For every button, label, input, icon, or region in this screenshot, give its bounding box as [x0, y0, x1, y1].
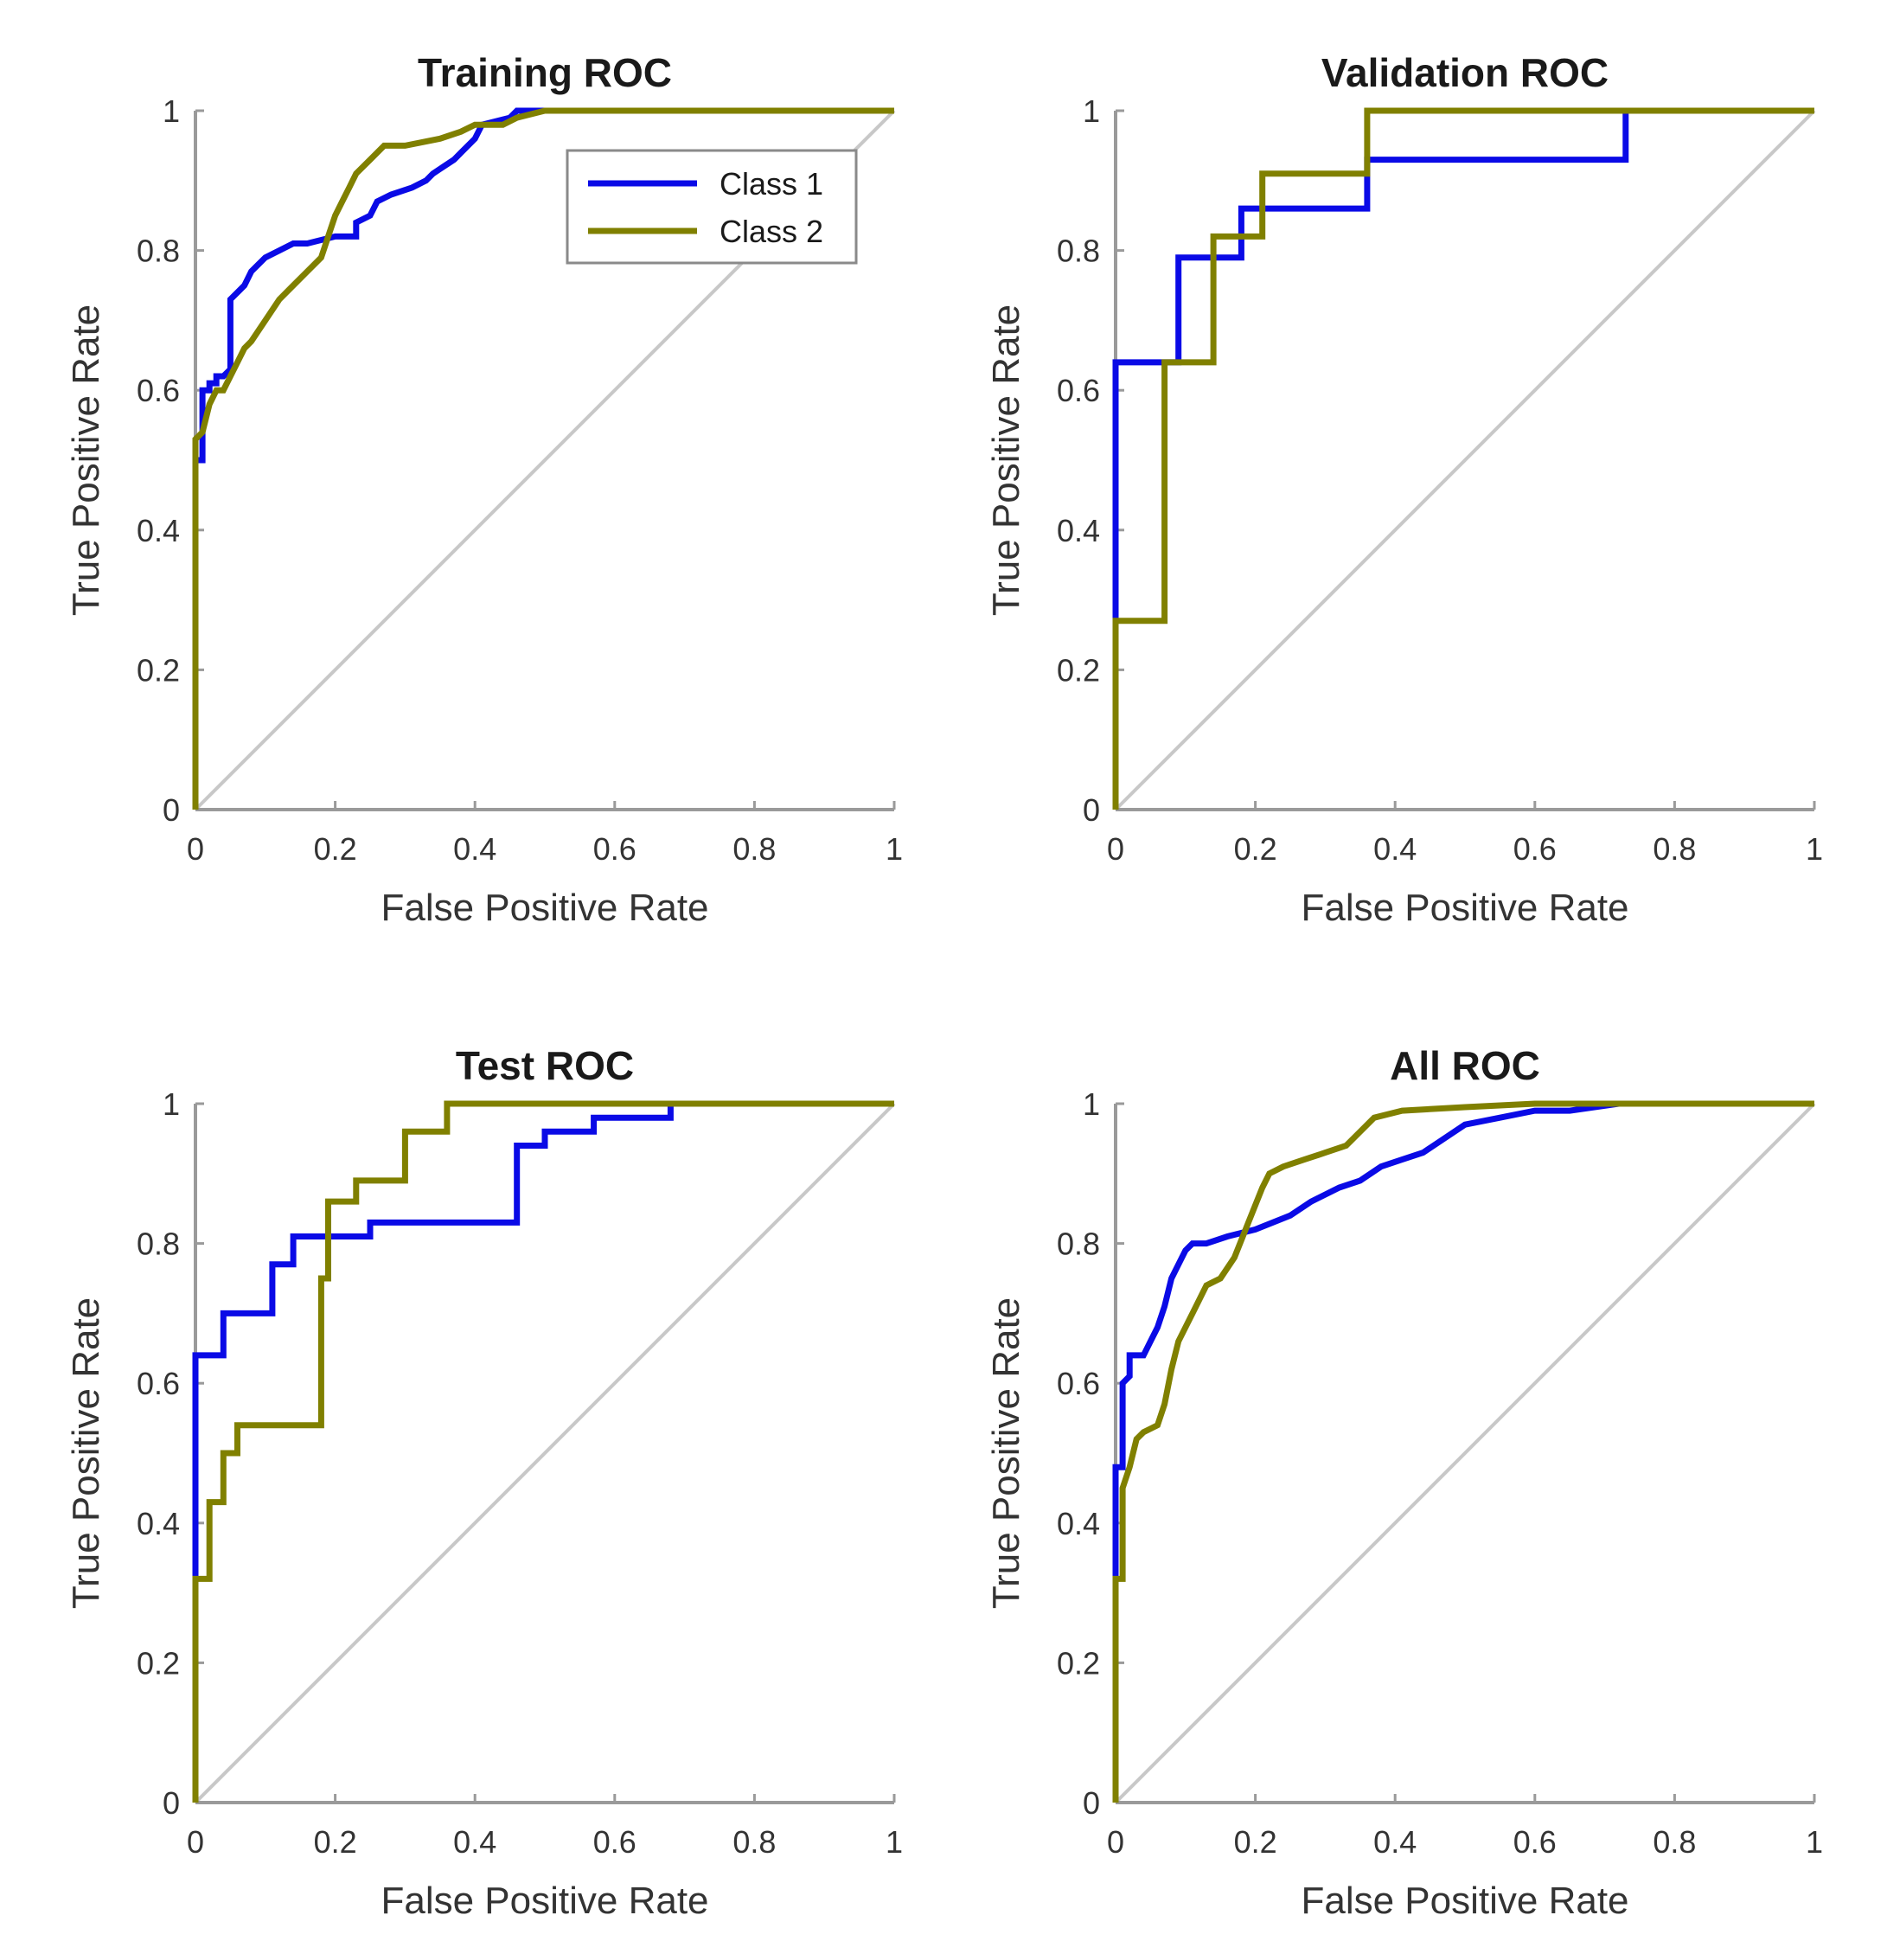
x-tick-label: 0 — [187, 831, 204, 867]
x-tick-label: 0.4 — [1373, 831, 1417, 867]
x-tick-label: 0 — [1107, 831, 1124, 867]
y-tick-label: 0.6 — [1057, 373, 1100, 408]
y-tick-label: 0.8 — [1057, 1227, 1100, 1262]
x-tick-label: 1 — [1806, 1824, 1823, 1860]
y-tick-label: 0 — [1083, 792, 1100, 828]
diagonal-line — [1114, 109, 1816, 811]
x-tick-label: 0.6 — [1513, 831, 1557, 867]
y-tick-label: 0.2 — [137, 1645, 180, 1681]
y-tick-label: 0.6 — [137, 373, 180, 408]
series-line-class-2 — [1112, 107, 1814, 810]
x-axis-label: False Positive Rate — [1301, 1880, 1628, 1922]
x-tick-label: 0.6 — [593, 831, 636, 867]
y-tick-label: 0.2 — [1057, 652, 1100, 688]
x-tick-label: 1 — [886, 1824, 903, 1860]
x-tick-label: 0.8 — [1653, 1824, 1696, 1860]
y-tick-label: 0.4 — [137, 513, 180, 548]
series-line-class-2 — [192, 1100, 894, 1803]
y-axis-label: True Positive Rate — [985, 1297, 1027, 1609]
roc-panel-2: Validation ROC 0 0.2 0.4 0.6 0.8 1 0 0.2 0.4 0.6 0.… — [985, 50, 1823, 929]
legend: Class 1 Class 2 — [566, 149, 858, 265]
chart-title: Test ROC — [456, 1043, 634, 1088]
y-tick-label: 0.8 — [137, 234, 180, 269]
y-axis-label: True Positive Rate — [65, 304, 107, 616]
series-line-class-1 — [192, 1100, 894, 1803]
roc-panel-4: All ROC 0 0.2 0.4 0.6 0.8 1 0 0.2 0.4 0.6 0.8 1 False… — [985, 1043, 1823, 1922]
y-axis-label: True Positive Rate — [65, 1297, 107, 1609]
x-tick-label: 0.8 — [732, 831, 776, 867]
y-tick-label: 0 — [163, 1785, 180, 1821]
x-tick-label: 0.4 — [453, 1824, 496, 1860]
x-tick-label: 1 — [886, 831, 903, 867]
y-tick-label: 0.4 — [1057, 513, 1100, 548]
y-tick-label: 0.4 — [1057, 1506, 1100, 1541]
legend-box — [566, 149, 858, 265]
y-tick-label: 0 — [1083, 1785, 1100, 1821]
y-tick-label: 0.2 — [137, 652, 180, 688]
chart-title: All ROC — [1390, 1043, 1540, 1088]
y-tick-label: 0.6 — [137, 1366, 180, 1401]
legend-label: Class 2 — [720, 214, 823, 249]
y-axis-label: True Positive Rate — [985, 304, 1027, 616]
y-tick-label: 0.6 — [1057, 1366, 1100, 1401]
x-tick-label: 0.4 — [453, 831, 496, 867]
y-tick-label: 1 — [163, 93, 180, 129]
x-tick-label: 0.8 — [732, 1824, 776, 1860]
chart-title: Validation ROC — [1321, 50, 1609, 95]
series-line-class-1 — [1112, 107, 1814, 810]
roc-panel-1: Training ROC 0 0.2 0.4 0.6 0.8 1 0 0.2 0.4 0.6 0.8 1… — [65, 50, 903, 929]
x-axis-label: False Positive Rate — [381, 887, 708, 929]
series-line-class-1 — [192, 107, 894, 810]
x-tick-label: 0.2 — [314, 831, 357, 867]
series-line-class-2 — [1112, 1100, 1814, 1803]
series-line-class-1 — [1112, 1100, 1814, 1803]
y-tick-label: 0.2 — [1057, 1645, 1100, 1681]
x-axis-label: False Positive Rate — [381, 1880, 708, 1922]
x-tick-label: 0.6 — [1513, 1824, 1557, 1860]
legend-label: Class 1 — [720, 166, 823, 202]
x-tick-label: 0.2 — [1234, 1824, 1277, 1860]
series-line-class-2 — [192, 107, 894, 810]
y-tick-label: 1 — [1083, 93, 1100, 129]
chart-title: Training ROC — [418, 50, 672, 95]
y-tick-label: 0 — [163, 792, 180, 828]
roc-panel-3: Test ROC 0 0.2 0.4 0.6 0.8 1 0 0.2 0.4 0.6 0.8 1 Fals… — [65, 1043, 903, 1922]
y-tick-label: 1 — [1083, 1086, 1100, 1122]
x-tick-label: 0.6 — [593, 1824, 636, 1860]
x-axis-label: False Positive Rate — [1301, 887, 1628, 929]
x-tick-label: 0 — [1107, 1824, 1124, 1860]
y-tick-label: 0.8 — [137, 1227, 180, 1262]
x-tick-label: 0.2 — [1234, 831, 1277, 867]
y-tick-label: 1 — [163, 1086, 180, 1122]
diagonal-line — [194, 1102, 896, 1804]
x-tick-label: 0.2 — [314, 1824, 357, 1860]
x-tick-label: 0 — [187, 1824, 204, 1860]
x-tick-label: 0.4 — [1373, 1824, 1417, 1860]
y-tick-label: 0.4 — [137, 1506, 180, 1541]
x-tick-label: 0.8 — [1653, 831, 1696, 867]
x-tick-label: 1 — [1806, 831, 1823, 867]
y-tick-label: 0.8 — [1057, 234, 1100, 269]
diagonal-line — [1114, 1102, 1816, 1804]
